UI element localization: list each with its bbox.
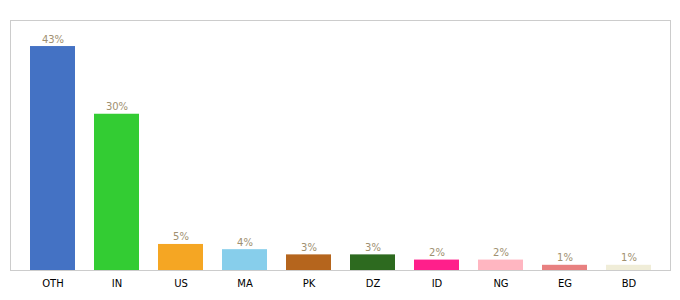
svg-text:PK: PK xyxy=(303,278,316,289)
svg-text:43%: 43% xyxy=(42,34,64,45)
svg-text:4%: 4% xyxy=(237,237,253,248)
svg-text:DZ: DZ xyxy=(366,278,381,289)
svg-text:US: US xyxy=(174,278,188,289)
svg-text:3%: 3% xyxy=(301,242,317,253)
svg-text:3%: 3% xyxy=(365,242,381,253)
svg-text:BD: BD xyxy=(622,278,637,289)
svg-text:1%: 1% xyxy=(621,252,637,263)
svg-text:MA: MA xyxy=(237,278,253,289)
svg-text:EG: EG xyxy=(558,278,572,289)
svg-text:1%: 1% xyxy=(557,252,573,263)
svg-text:IN: IN xyxy=(112,278,122,289)
svg-text:ID: ID xyxy=(432,278,443,289)
svg-text:2%: 2% xyxy=(493,247,509,258)
svg-text:30%: 30% xyxy=(106,101,128,112)
svg-text:2%: 2% xyxy=(429,247,445,258)
svg-text:5%: 5% xyxy=(173,231,189,242)
svg-text:NG: NG xyxy=(493,278,508,289)
svg-text:OTH: OTH xyxy=(42,278,64,289)
